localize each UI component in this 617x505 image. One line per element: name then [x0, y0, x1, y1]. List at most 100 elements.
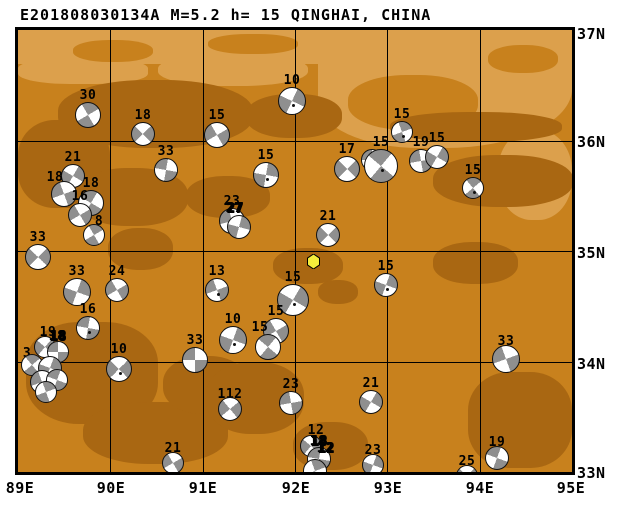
- epicenter-marker: [306, 252, 320, 273]
- polarity-dot: [292, 104, 295, 107]
- depth-label: 15: [284, 270, 302, 285]
- polarity-dot: [217, 293, 220, 296]
- terrain-patch: [488, 45, 558, 73]
- polarity-dot: [293, 303, 296, 306]
- focal-mechanism-beachball: [162, 452, 184, 472]
- depth-label: 17: [338, 142, 356, 157]
- depth-label: 21: [64, 150, 82, 165]
- depth-label: 23: [223, 194, 241, 209]
- hexagon-icon: [306, 252, 320, 270]
- depth-label: 24: [108, 264, 126, 279]
- focal-mechanism-beachball: [255, 334, 281, 360]
- depth-label: 10: [283, 73, 301, 88]
- depth-label: 23: [282, 377, 300, 392]
- polarity-dot: [233, 343, 236, 346]
- depth-label: 19: [39, 325, 57, 340]
- longitude-tick-label: 89E: [5, 479, 35, 497]
- depth-label: 33: [29, 230, 47, 245]
- terrain-patch: [433, 242, 518, 284]
- depth-label: 18: [49, 329, 67, 344]
- latitude-tick-label: 36N: [577, 133, 606, 151]
- longitude-tick-label: 93E: [373, 479, 403, 497]
- focal-mechanism-beachball: [462, 177, 484, 199]
- terrain-patch: [208, 34, 298, 54]
- latitude-gridline: [18, 251, 572, 252]
- focal-mechanism-beachball: [25, 244, 51, 270]
- terrain-patch: [108, 228, 173, 270]
- focal-mechanism-beachball: [227, 215, 251, 239]
- focal-mechanism-beachball: [425, 145, 449, 169]
- focal-mechanism-beachball: [364, 149, 398, 183]
- depth-label: 10: [110, 342, 128, 357]
- terrain-patch: [318, 280, 358, 304]
- focal-mechanism-beachball: [182, 347, 208, 373]
- longitude-tick-label: 95E: [556, 479, 586, 497]
- focal-mechanism-beachball: [316, 223, 340, 247]
- focal-mechanism-beachball: [218, 397, 242, 421]
- longitude-tick-label: 92E: [281, 479, 311, 497]
- latitude-tick-label: 37N: [577, 25, 606, 43]
- depth-label: 15: [251, 320, 269, 335]
- focal-mechanism-beachball: [51, 181, 77, 207]
- focal-mechanism-beachball: [334, 156, 360, 182]
- latitude-gridline: [18, 141, 572, 142]
- terrain-patch: [73, 40, 153, 62]
- focal-mechanism-beachball: [492, 345, 520, 373]
- depth-label: 12: [307, 423, 325, 438]
- depth-label: 3: [22, 346, 32, 361]
- map-canvas: 3018331015151731515191515211513153333241…: [15, 27, 575, 475]
- depth-label: 33: [497, 334, 515, 349]
- focal-mechanism-beachball: [105, 278, 129, 302]
- focal-mechanism-beachball: [219, 326, 247, 354]
- depth-label: 15: [377, 259, 395, 274]
- focal-mechanism-beachball: [63, 278, 91, 306]
- focal-mechanism-beachball: [205, 278, 229, 302]
- focal-mechanism-beachball: [76, 316, 100, 340]
- longitude-tick-label: 90E: [96, 479, 126, 497]
- depth-label: 23: [364, 443, 382, 458]
- polarity-dot: [266, 178, 269, 181]
- polarity-dot: [381, 169, 384, 172]
- depth-label: 25: [458, 454, 476, 469]
- terrain-patch: [433, 155, 572, 207]
- focal-mechanism-beachball: [154, 158, 178, 182]
- focal-mechanism-beachball: [204, 122, 230, 148]
- focal-mechanism-beachball: [485, 446, 509, 470]
- depth-label: 18: [82, 176, 100, 191]
- latitude-tick-label: 35N: [577, 244, 606, 262]
- depth-label: 15: [267, 304, 285, 319]
- longitude-tick-label: 94E: [465, 479, 495, 497]
- depth-label: 15: [428, 131, 446, 146]
- focal-mechanism-beachball: [277, 284, 309, 316]
- depth-label: 19: [488, 435, 506, 450]
- depth-label: 19: [412, 135, 430, 150]
- terrain-patch: [390, 112, 562, 142]
- depth-label: 33: [157, 144, 175, 159]
- depth-label: 18: [46, 170, 64, 185]
- overprinted-depth-label: 12: [317, 441, 335, 456]
- polarity-dot: [386, 288, 389, 291]
- depth-label: 16: [71, 189, 89, 204]
- focal-mechanism-beachball: [391, 121, 413, 143]
- latitude-gridline: [18, 362, 572, 363]
- depth-label: 33: [68, 264, 86, 279]
- terrain-patch: [468, 372, 572, 468]
- focal-mechanism-beachball: [83, 224, 105, 246]
- focal-mechanism-beachball: [253, 162, 279, 188]
- depth-label: 8: [94, 214, 104, 229]
- latitude-tick-label: 33N: [577, 464, 606, 482]
- focal-mechanism-beachball: [359, 390, 383, 414]
- terrain-patch: [18, 58, 148, 84]
- overprinted-depth-label: 18: [310, 434, 328, 449]
- depth-label: 10: [224, 312, 242, 327]
- depth-label: 33: [186, 333, 204, 348]
- focal-mechanism-beachball: [35, 381, 57, 403]
- focal-mechanism-beachball: [374, 273, 398, 297]
- focal-mechanism-beachball: [362, 454, 384, 472]
- focal-mechanism-beachball: [106, 356, 132, 382]
- longitude-tick-label: 91E: [188, 479, 218, 497]
- depth-label: 21: [362, 376, 380, 391]
- depth-label: 21: [319, 209, 337, 224]
- focal-mechanism-beachball: [131, 122, 155, 146]
